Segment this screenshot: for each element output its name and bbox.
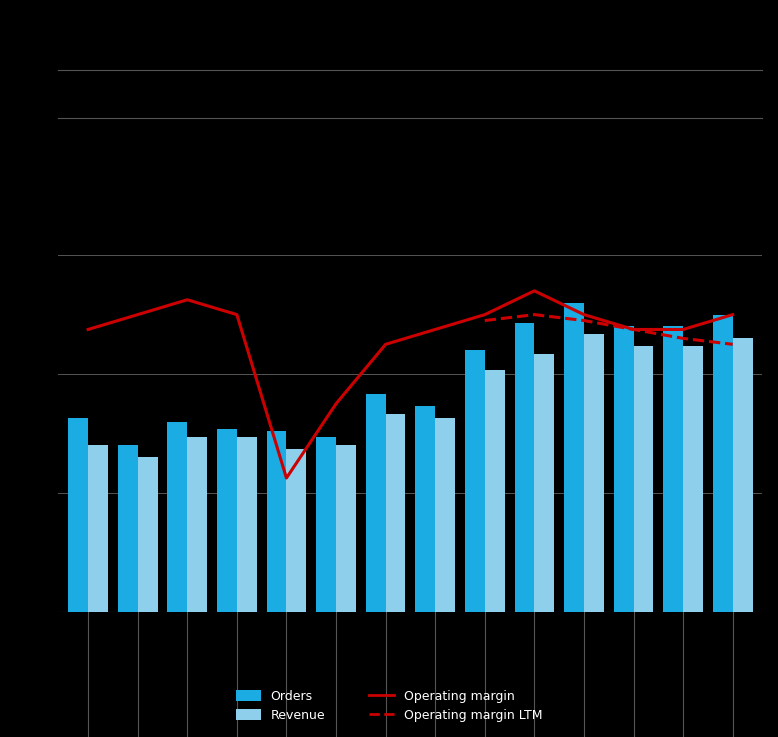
Bar <box>267 431 286 612</box>
Bar <box>664 326 683 612</box>
Bar <box>336 445 356 612</box>
Bar <box>88 445 108 612</box>
Bar <box>514 323 534 612</box>
Bar <box>435 418 455 612</box>
Bar <box>286 450 307 612</box>
Bar <box>386 413 405 612</box>
Bar <box>733 338 752 612</box>
Bar <box>465 350 485 612</box>
Bar <box>415 406 435 612</box>
Bar <box>138 457 157 612</box>
Bar <box>485 370 505 612</box>
Bar <box>117 445 138 612</box>
Bar <box>68 418 88 612</box>
Bar <box>584 335 604 612</box>
Bar <box>633 346 654 612</box>
Bar <box>167 422 187 612</box>
Bar <box>237 438 257 612</box>
Bar <box>534 354 554 612</box>
Bar <box>366 394 386 612</box>
Bar <box>564 303 584 612</box>
Bar <box>683 346 703 612</box>
Legend: Orders, Revenue, Operating margin, Operating margin LTM: Orders, Revenue, Operating margin, Opera… <box>230 685 548 727</box>
Bar <box>713 315 733 612</box>
Bar <box>217 430 237 612</box>
Bar <box>187 438 207 612</box>
Bar <box>614 326 633 612</box>
Bar <box>316 438 336 612</box>
